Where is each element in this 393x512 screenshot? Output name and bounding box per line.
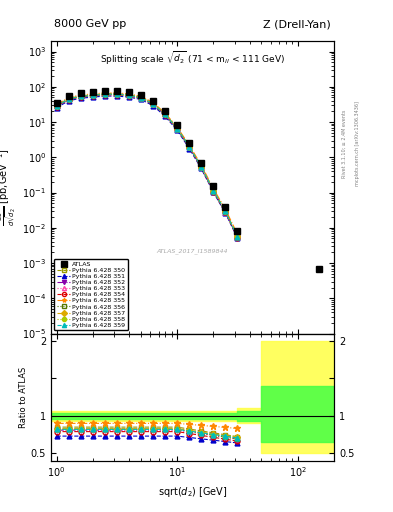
Y-axis label: $\frac{d\sigma}{d\sqrt{d_2}}$ [pb,GeV$^{-1}$]: $\frac{d\sigma}{d\sqrt{d_2}}$ [pb,GeV$^{…: [0, 148, 19, 226]
Text: 8000 GeV pp: 8000 GeV pp: [54, 19, 126, 29]
Y-axis label: Ratio to ATLAS: Ratio to ATLAS: [19, 367, 28, 428]
Text: Rivet 3.1.10; ≥ 2.4M events: Rivet 3.1.10; ≥ 2.4M events: [342, 109, 346, 178]
Text: ATLAS_2017_I1589844: ATLAS_2017_I1589844: [157, 249, 228, 254]
Legend: ATLAS, Pythia 6.428 350, Pythia 6.428 351, Pythia 6.428 352, Pythia 6.428 353, P: ATLAS, Pythia 6.428 350, Pythia 6.428 35…: [54, 259, 128, 330]
Text: Splitting scale $\sqrt{d_2}$ (71 < m$_{ll}$ < 111 GeV): Splitting scale $\sqrt{d_2}$ (71 < m$_{l…: [100, 50, 285, 67]
Text: mcplots.cern.ch [arXiv:1306.3436]: mcplots.cern.ch [arXiv:1306.3436]: [355, 101, 360, 186]
Text: Z (Drell-Yan): Z (Drell-Yan): [263, 19, 331, 29]
X-axis label: sqrt($d_2$) [GeV]: sqrt($d_2$) [GeV]: [158, 485, 228, 499]
